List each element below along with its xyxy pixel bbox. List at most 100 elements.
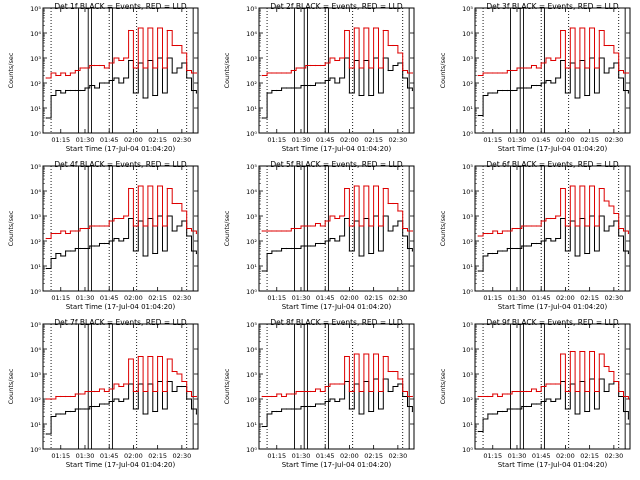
- series-events-point: [190, 250, 193, 252]
- ytick-label: 10⁵: [462, 321, 473, 329]
- series-events-point: [358, 94, 360, 97]
- xtick-label: 01:30: [508, 136, 527, 144]
- series-lld-point: [589, 27, 591, 29]
- series-lld-point: [108, 220, 110, 222]
- series-events-point: [516, 408, 518, 410]
- series-events-point: [411, 89, 413, 92]
- series-events-point: [128, 217, 130, 220]
- series-lld-point: [622, 395, 625, 398]
- series-events-point: [497, 89, 499, 92]
- series-events-point: [627, 418, 630, 420]
- series-lld-point: [373, 353, 375, 355]
- series-lld-point: [98, 64, 101, 67]
- series-lld-point: [305, 64, 307, 67]
- series-lld-point: [521, 390, 523, 393]
- series-events-point: [186, 398, 188, 400]
- series-lld-point: [382, 29, 384, 32]
- series-lld-point: [516, 67, 518, 69]
- series-events-point: [377, 92, 380, 94]
- series-lld-point: [271, 72, 273, 74]
- series-lld-point: [281, 230, 283, 232]
- series-events-point: [482, 418, 484, 420]
- series-lld-line: [262, 27, 413, 76]
- ytick-label: 10¹: [30, 263, 41, 271]
- series-lld-point: [506, 69, 508, 72]
- xtick-label: 02:15: [148, 294, 167, 302]
- series-lld-point: [89, 390, 91, 393]
- series-events-point: [310, 405, 312, 408]
- series-lld-point: [564, 390, 567, 393]
- series-events-point: [392, 64, 394, 67]
- series-lld-point: [89, 225, 91, 227]
- ytick-label: 10⁴: [246, 346, 257, 354]
- xtick-label: 02:15: [148, 136, 167, 144]
- series-events-point: [387, 390, 389, 393]
- series-lld-point: [482, 72, 484, 74]
- series-lld-point: [353, 353, 355, 355]
- series-lld-point: [60, 395, 62, 398]
- series-events-point: [94, 405, 96, 408]
- xtick-label: 01:15: [51, 452, 70, 460]
- series-lld-point: [74, 230, 76, 232]
- xtick-label: 02:15: [580, 294, 599, 302]
- series-lld-point: [176, 44, 178, 47]
- series-lld-point: [142, 225, 144, 227]
- xtick-label: 02:15: [364, 136, 383, 144]
- series-events-point: [310, 84, 312, 87]
- series-events-point: [497, 410, 499, 413]
- panel-det-3f: Det 3f BLACK = Events, RED = LLD 10⁰ 10¹ 10…: [439, 2, 631, 153]
- xtick-label: 02:00: [556, 136, 575, 144]
- ytick-label: 10⁵: [246, 321, 257, 329]
- series-events-point: [314, 242, 317, 245]
- series-events-point: [319, 403, 321, 405]
- series-lld-point: [123, 215, 125, 217]
- series-events-point: [69, 250, 71, 252]
- series-events-point: [142, 255, 144, 257]
- series-lld-point: [555, 383, 557, 385]
- panel-det-7f: Det 7f BLACK = Events, RED = LLD 10⁰ 10¹ 10…: [7, 318, 199, 469]
- series-lld-point: [324, 220, 326, 222]
- ytick-label: 10²: [30, 396, 41, 404]
- xtick-label: 01:45: [100, 294, 119, 302]
- series-events-point: [540, 240, 542, 242]
- series-lld-point: [128, 29, 130, 32]
- series-events-point: [261, 117, 263, 119]
- series-lld-point: [574, 225, 576, 227]
- series-lld-point: [181, 210, 183, 212]
- panel-title: Det 7f BLACK = Events, RED = LLD: [54, 318, 187, 327]
- series-lld-point: [103, 390, 105, 393]
- series-events-point: [627, 92, 630, 94]
- series-lld-point: [69, 230, 71, 232]
- series-lld-point: [397, 52, 399, 54]
- series-lld-point: [387, 202, 389, 205]
- series-events-point: [319, 242, 321, 245]
- series-lld-point: [161, 390, 164, 393]
- series-events-point: [69, 410, 71, 413]
- ytick-label: 10¹: [30, 105, 41, 113]
- series-events-point: [161, 408, 164, 410]
- series-lld-point: [276, 230, 278, 232]
- series-lld-point: [181, 52, 183, 54]
- series-events-point: [103, 82, 105, 84]
- series-lld-point: [569, 27, 571, 29]
- ytick-label: 10²: [462, 238, 473, 246]
- plot-frame: [258, 7, 415, 134]
- series-lld-point: [65, 232, 67, 235]
- series-lld-point: [290, 393, 292, 395]
- series-events-point: [295, 87, 297, 89]
- xtick-label: 01:30: [76, 294, 95, 302]
- series-lld-point: [176, 202, 178, 205]
- series-lld-point: [608, 370, 610, 373]
- series-events-point: [290, 247, 292, 250]
- series-lld-point: [152, 225, 154, 227]
- xtick-label: 01:30: [508, 452, 527, 460]
- series-events-point: [314, 403, 317, 405]
- series-events-point: [545, 79, 547, 82]
- series-lld-point: [171, 44, 173, 47]
- series-lld-point: [613, 52, 615, 54]
- panel-title: Det 4f BLACK = Events, RED = LLD: [54, 160, 187, 169]
- series-lld-point: [622, 72, 625, 74]
- series-lld-point: [377, 390, 380, 393]
- xtick-label: 02:00: [124, 136, 143, 144]
- series-lld-point: [50, 232, 52, 235]
